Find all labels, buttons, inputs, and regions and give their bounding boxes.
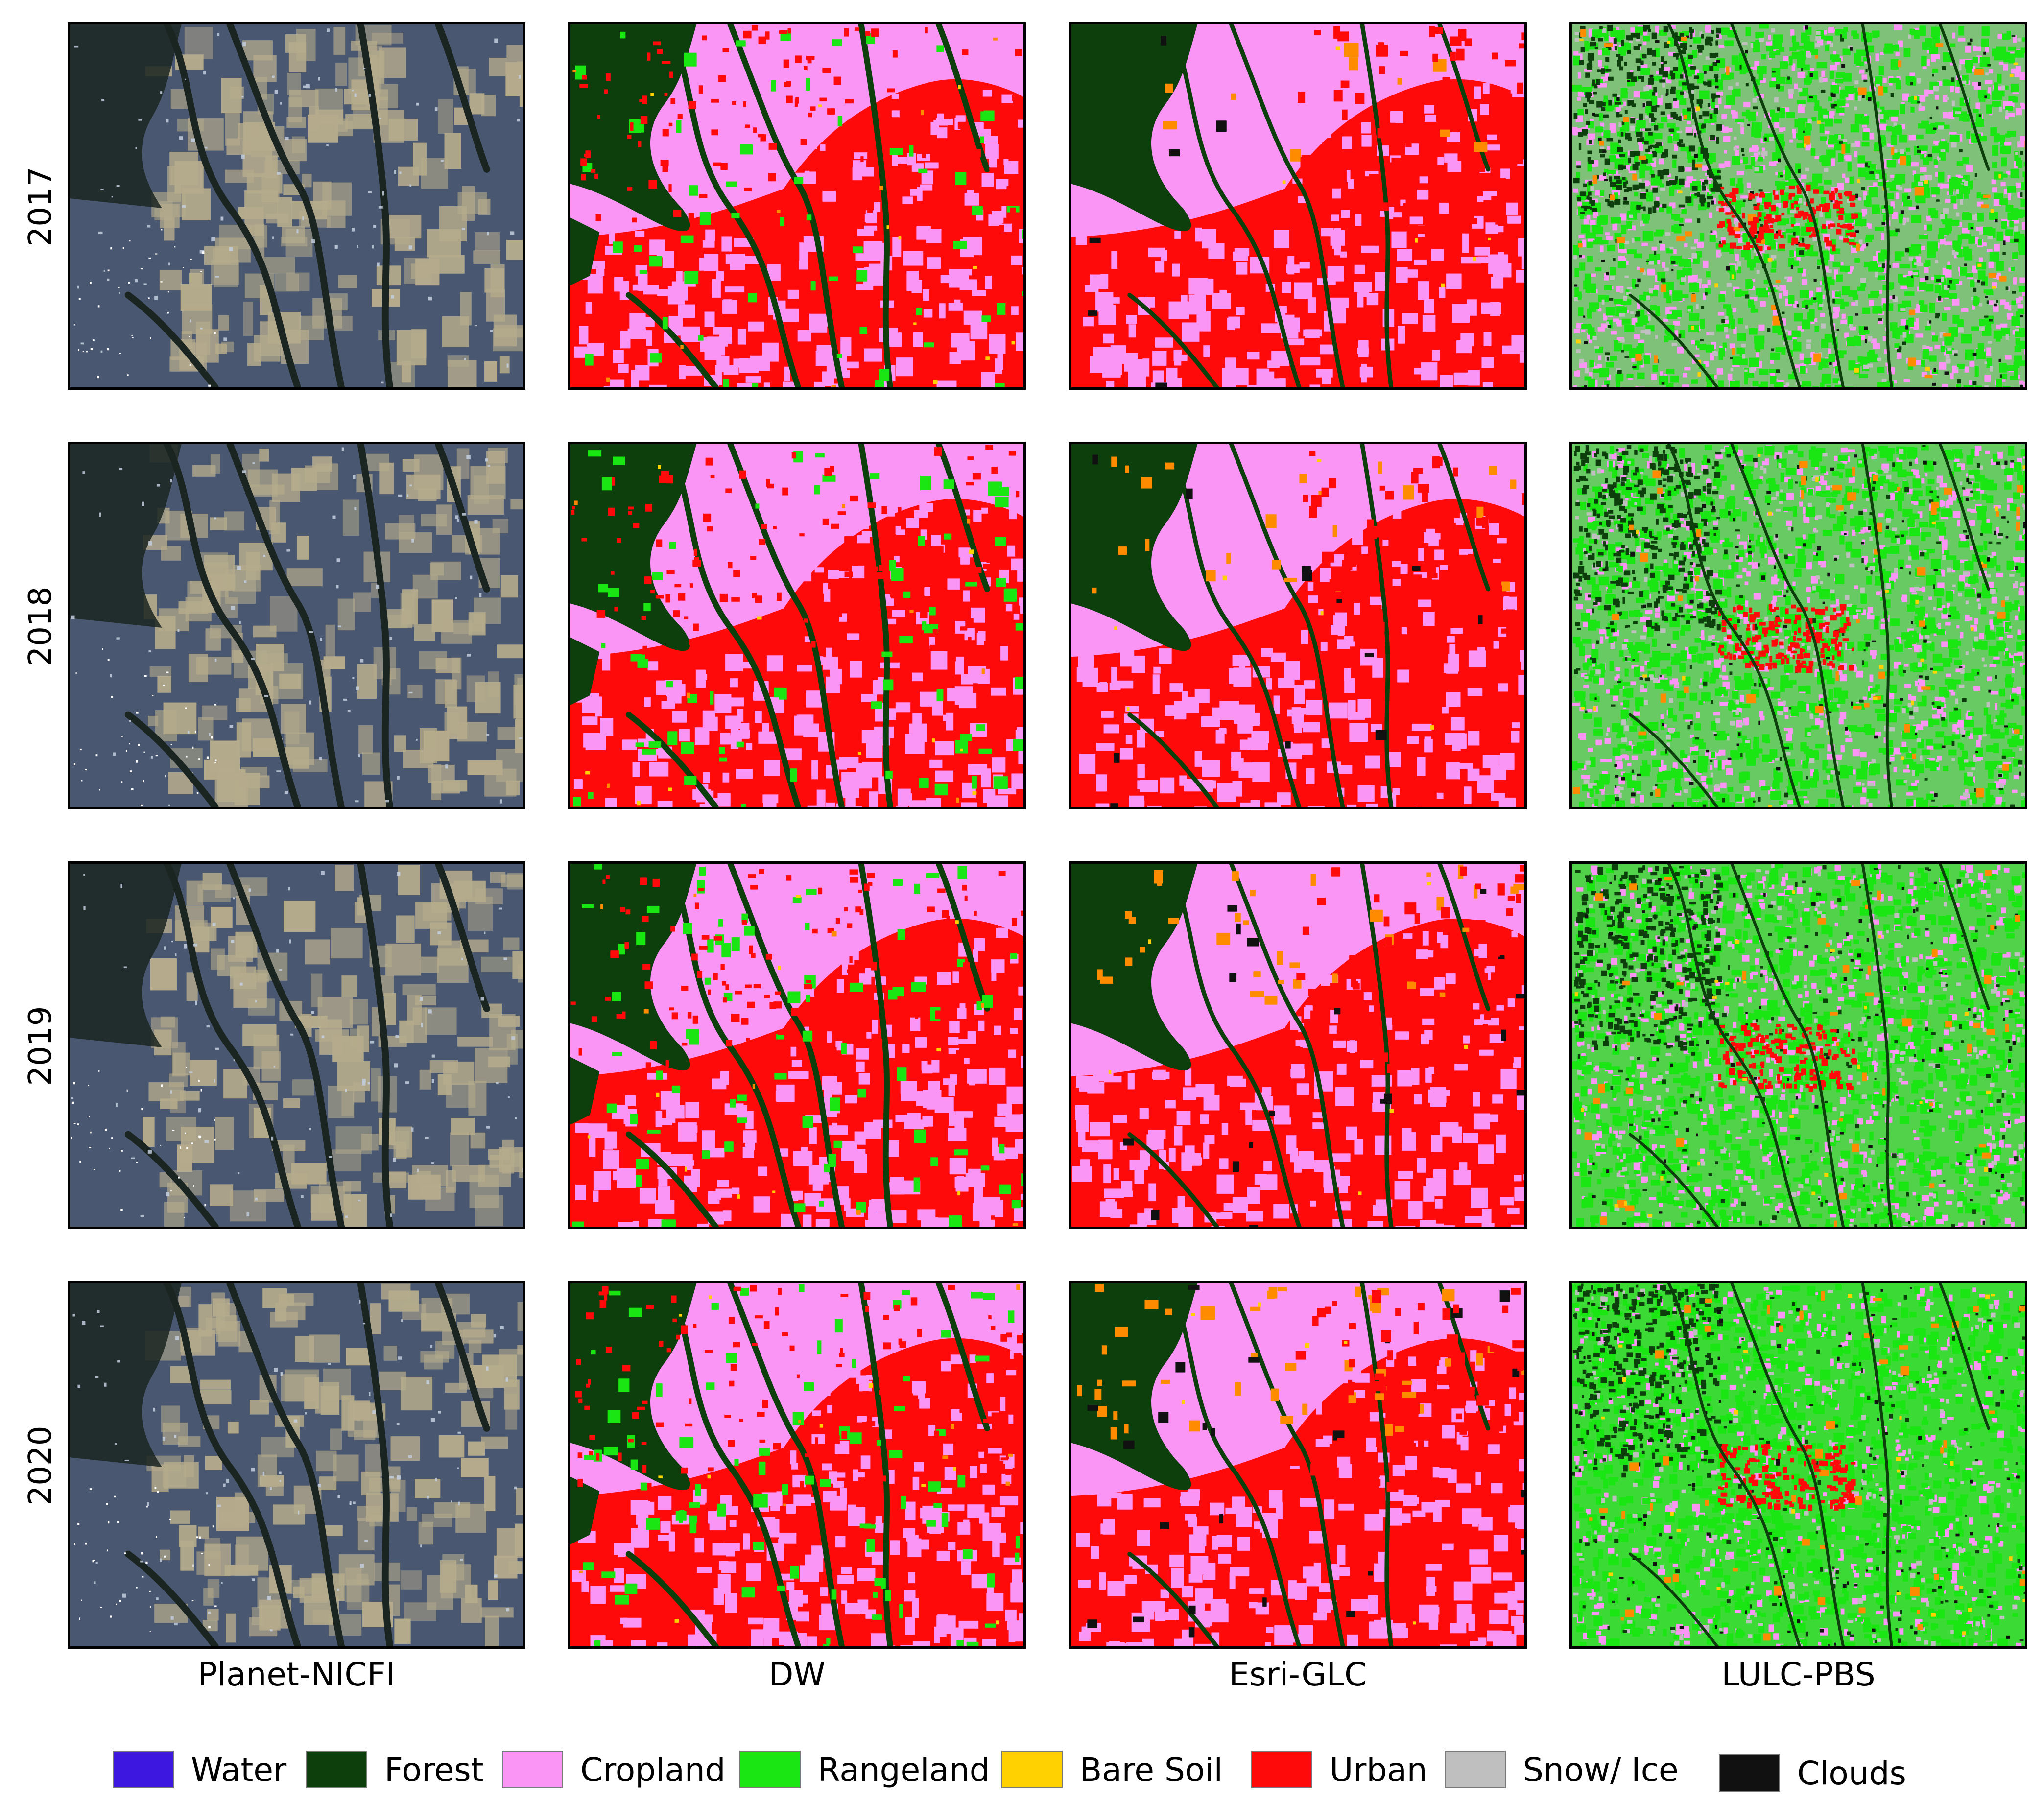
map-panel-2020-esri-glc [1069, 1281, 1527, 1649]
pbs-map-image [1572, 1283, 2025, 1646]
pbs-map-image [1572, 24, 2025, 387]
legend-swatch-water [113, 1751, 174, 1788]
pbs-map-image [1572, 444, 2025, 807]
legend-label-rangeland: Rangeland [818, 1751, 990, 1789]
legend-swatch-urban [1251, 1751, 1312, 1788]
pbs-map-image [1572, 864, 2025, 1227]
column-label-planet-nicfi: Planet-NICFI [197, 1656, 396, 1693]
esri-map-image [1071, 444, 1524, 807]
dw-map-image [570, 444, 1023, 807]
satellite-map-image [70, 24, 523, 387]
legend-label-forest: Forest [384, 1751, 484, 1789]
legend-swatch-forest [306, 1751, 367, 1788]
dw-map-image [570, 1283, 1023, 1646]
legend-label-water: Water [191, 1751, 287, 1789]
map-panel-2018-dw [568, 442, 1026, 809]
map-panel-2017-esri-glc [1069, 22, 1527, 390]
legend-label-cropland: Cropland [580, 1751, 726, 1789]
map-panel-2018-lulc-pbs [1569, 442, 2027, 809]
satellite-map-image [70, 1283, 523, 1646]
satellite-map-image [70, 864, 523, 1227]
dw-map-image [570, 24, 1023, 387]
row-label-2019: 2019 [23, 1006, 59, 1086]
map-panel-2017-planet-nicfi [68, 22, 525, 390]
legend-swatch-snow-ice [1445, 1751, 1506, 1788]
legend-label-clouds: Clouds [1797, 1755, 1906, 1792]
esri-map-image [1071, 24, 1524, 387]
map-panel-2020-planet-nicfi [68, 1281, 525, 1649]
row-label-2018: 2018 [23, 586, 59, 666]
map-panel-2018-planet-nicfi [68, 442, 525, 809]
map-panel-2018-esri-glc [1069, 442, 1527, 809]
dw-map-image [570, 864, 1023, 1227]
legend-swatch-cropland [502, 1751, 563, 1788]
legend-swatch-clouds [1719, 1754, 1780, 1792]
map-panel-2019-dw [568, 861, 1026, 1229]
map-panel-2019-lulc-pbs [1569, 861, 2027, 1229]
map-panel-2020-lulc-pbs [1569, 1281, 2027, 1649]
column-label-lulc-pbs: LULC-PBS [1721, 1656, 1876, 1693]
esri-map-image [1071, 1283, 1524, 1646]
legend-swatch-rangeland [739, 1751, 801, 1788]
map-panel-2020-dw [568, 1281, 1026, 1649]
map-panel-2019-planet-nicfi [68, 861, 525, 1229]
esri-map-image [1071, 864, 1524, 1227]
legend-label-urban: Urban [1330, 1751, 1427, 1789]
legend-swatch-bare-soil [1001, 1751, 1063, 1788]
column-label-dw: DW [768, 1656, 826, 1693]
legend-label-snow-ice: Snow/ Ice [1523, 1751, 1679, 1789]
map-panel-2017-dw [568, 22, 1026, 390]
legend-label-bare-soil: Bare Soil [1080, 1751, 1223, 1789]
map-panel-2017-lulc-pbs [1569, 22, 2027, 390]
row-label-2020: 2020 [23, 1425, 59, 1506]
map-panel-2019-esri-glc [1069, 861, 1527, 1229]
row-label-2017: 2017 [23, 166, 59, 247]
column-label-esri-glc: Esri-GLC [1229, 1656, 1367, 1693]
satellite-map-image [70, 444, 523, 807]
